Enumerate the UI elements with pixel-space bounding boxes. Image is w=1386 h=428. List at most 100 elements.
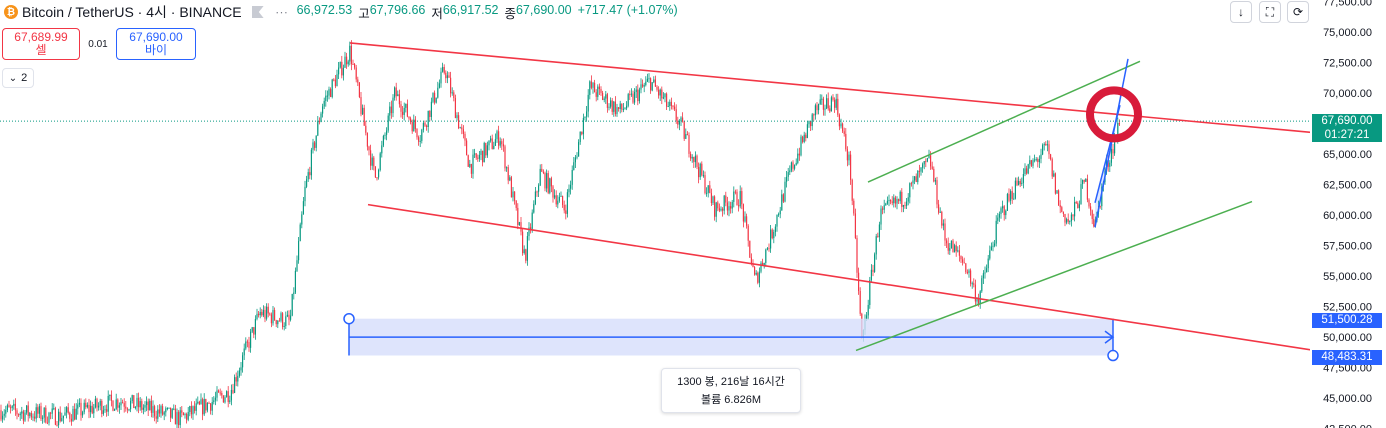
candle-body — [282, 313, 284, 327]
drawing-layer[interactable] — [0, 42, 1386, 363]
more-dots-icon[interactable]: ∙∙∙ — [275, 5, 289, 19]
candle-body — [731, 201, 733, 209]
candle-body — [963, 262, 965, 264]
candle-body — [366, 132, 368, 147]
y-tick-label: 45,000.00 — [1323, 393, 1372, 405]
flag-icon[interactable] — [251, 6, 264, 18]
symbol-title[interactable]: Bitcoin / TetherUS · 4시 · BINANCE — [22, 4, 242, 20]
candle-body — [1048, 144, 1050, 155]
candle-body — [742, 204, 744, 222]
candle-body — [1010, 191, 1012, 201]
blue-channel-line-b[interactable] — [1094, 105, 1121, 203]
red-channel-upper-line[interactable] — [349, 42, 1386, 141]
candle-body — [621, 103, 623, 110]
candle-body — [749, 240, 751, 258]
candle-body — [960, 255, 962, 260]
candle-body — [710, 193, 712, 204]
candle-body — [109, 394, 111, 396]
candle-body — [707, 185, 709, 193]
sell-button[interactable]: 67,689.99 셀 — [2, 28, 80, 60]
indicators-toggle[interactable]: ⌄ 2 — [2, 68, 34, 88]
candle-body — [725, 195, 727, 203]
open-value: 66,972.53 — [296, 2, 353, 17]
candle-body — [226, 391, 228, 398]
candle-body — [363, 107, 365, 126]
candle-body — [850, 154, 852, 180]
range-handle-start[interactable] — [343, 312, 355, 325]
candle-body — [784, 181, 786, 202]
candle-body — [238, 370, 240, 376]
candle-body — [952, 240, 954, 253]
candle-body — [157, 409, 159, 419]
candle-body — [58, 411, 60, 426]
candle-body — [946, 240, 948, 244]
candle-body — [539, 168, 541, 186]
candle-body — [608, 106, 610, 108]
candle-body — [914, 176, 916, 181]
candle-body — [246, 341, 248, 343]
candle-body — [538, 185, 540, 192]
candle-body — [165, 408, 167, 413]
candle-body — [5, 410, 7, 414]
candle-body — [424, 122, 426, 126]
candle-body — [648, 78, 650, 80]
candle-body — [158, 409, 160, 414]
candle-body — [373, 157, 375, 167]
candle-body — [763, 262, 765, 266]
candle-body — [890, 199, 892, 202]
candle-body — [686, 134, 688, 136]
candle-body — [842, 123, 844, 132]
candle-body — [923, 161, 925, 165]
candle-body — [488, 140, 490, 146]
green-channel-lower-line[interactable] — [855, 200, 1253, 352]
candle-body — [6, 405, 8, 411]
candle-body — [970, 270, 972, 284]
candle-body — [678, 120, 680, 125]
arrow-down-icon[interactable]: ↓ — [1230, 1, 1252, 23]
price-axis[interactable]: 77,500.0075,000.0072,500.0070,000.0067,5… — [1310, 0, 1386, 428]
candle-body — [515, 200, 517, 208]
red-channel-lower-line[interactable] — [367, 203, 1386, 363]
candle-body — [706, 192, 708, 194]
candle-body — [1032, 160, 1034, 166]
highlight-circle[interactable] — [1086, 86, 1142, 143]
candle-body — [917, 170, 919, 183]
candle-body — [202, 399, 204, 415]
candle-body — [898, 199, 900, 202]
candle-body — [955, 245, 957, 252]
range-handle-end[interactable] — [1107, 349, 1119, 362]
screenshot-icon[interactable]: ⟳ — [1287, 1, 1309, 23]
candle-body — [189, 406, 191, 412]
candle-body — [360, 97, 362, 115]
candle-body — [598, 86, 600, 90]
candle-body — [810, 121, 812, 127]
candle-body — [875, 236, 877, 255]
candle-body — [691, 156, 693, 159]
buy-button[interactable]: 67,690.00 바이 — [116, 28, 196, 60]
candle-body — [56, 424, 58, 426]
candle-body — [1109, 162, 1111, 167]
candle-body — [1021, 182, 1023, 184]
candle-body — [992, 245, 994, 247]
candle-body — [291, 293, 293, 316]
blue-channel-line-a[interactable] — [1094, 58, 1129, 228]
candle-body — [859, 290, 861, 314]
candle-body — [965, 263, 967, 273]
candle-body — [91, 405, 93, 414]
expand-icon[interactable]: ⛶ — [1259, 1, 1281, 23]
candle-body — [419, 140, 421, 142]
candle-body — [354, 63, 356, 68]
candle-body — [720, 208, 722, 211]
candle-body — [502, 144, 504, 147]
candle-body — [130, 400, 132, 410]
candle-body — [1061, 207, 1063, 212]
candle-body — [88, 404, 90, 413]
candle-body — [595, 92, 597, 97]
candle-body — [162, 406, 164, 415]
green-channel-upper-line[interactable] — [867, 60, 1141, 183]
candle-body — [950, 240, 952, 249]
candle-body — [574, 157, 576, 163]
candle-body — [400, 104, 402, 112]
candle-body — [653, 79, 655, 83]
